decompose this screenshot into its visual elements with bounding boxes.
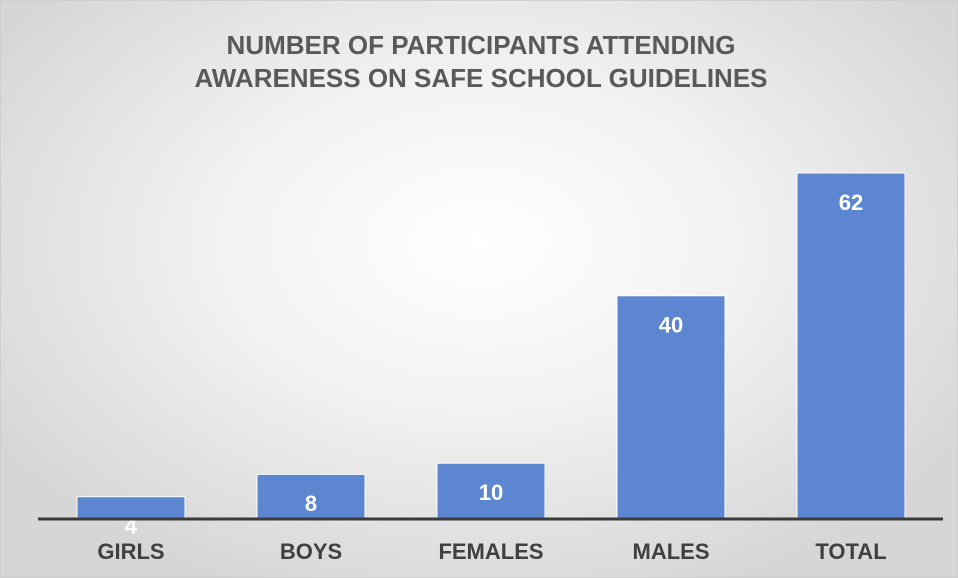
x-tick-label: TOTAL — [815, 539, 886, 564]
x-tick-label: BOYS — [280, 539, 342, 564]
x-tick-label: MALES — [633, 539, 710, 564]
data-label: 62 — [839, 190, 863, 215]
data-label: 8 — [305, 491, 317, 516]
data-label: 10 — [479, 480, 503, 505]
x-tick-label: GIRLS — [97, 539, 164, 564]
bar — [256, 473, 366, 520]
data-label: 4 — [125, 513, 138, 538]
x-tick-label: FEMALES — [438, 539, 543, 564]
data-label: 40 — [659, 313, 683, 338]
bar — [796, 172, 906, 520]
chart-title: NUMBER OF PARTICIPANTS ATTENDING AWARENE… — [194, 30, 768, 93]
